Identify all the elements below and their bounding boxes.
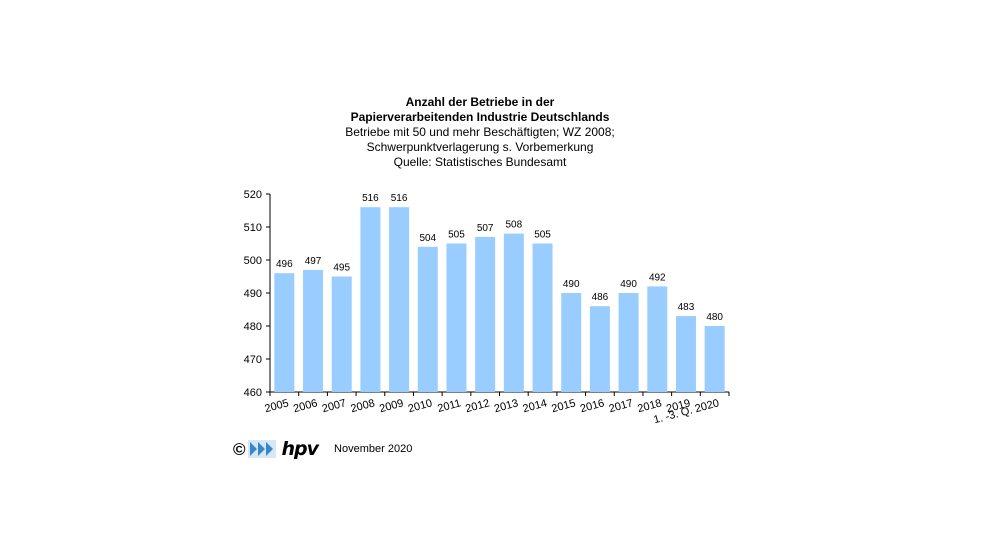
copyright-symbol: © <box>233 439 246 459</box>
bar-value-label: 504 <box>419 233 436 244</box>
bar <box>274 273 295 392</box>
bar-value-label: 516 <box>391 193 408 204</box>
bar <box>675 316 696 392</box>
bar <box>647 286 668 392</box>
hpv-logo: hpv <box>281 438 320 460</box>
bar <box>475 236 496 392</box>
chart-subtitle-line1: Betriebe mit 50 und mehr Beschäftigten; … <box>345 125 615 139</box>
chart-title-block: Anzahl der Betriebe in der Papierverarbe… <box>300 95 660 170</box>
y-tick-label: 500 <box>244 255 262 267</box>
bar <box>561 293 582 392</box>
y-tick-label: 510 <box>244 222 262 234</box>
bar-value-label: 483 <box>678 302 695 313</box>
bar <box>532 243 553 392</box>
chart-title-line2: Papierverarbeitenden Industrie Deutschla… <box>350 110 610 124</box>
y-tick-label: 520 <box>244 189 262 201</box>
bar-value-label: 505 <box>534 230 551 241</box>
x-tick-label: 2013 <box>493 397 520 415</box>
bar <box>589 306 610 392</box>
y-tick-label: 490 <box>244 288 262 300</box>
bar <box>618 293 639 392</box>
bar-value-label: 516 <box>362 193 379 204</box>
x-tick-label: 2005 <box>263 397 290 415</box>
bar-value-label: 505 <box>448 230 465 241</box>
bar-value-label: 490 <box>620 279 637 290</box>
bar-value-label: 507 <box>477 223 494 234</box>
x-tick-label: 2006 <box>292 397 319 415</box>
x-tick-label: 2015 <box>550 397 577 415</box>
bar-value-label: 495 <box>333 263 350 274</box>
footer: © hpv November 2020 <box>233 438 412 460</box>
x-tick-label: 2008 <box>349 397 376 415</box>
bar <box>417 246 438 392</box>
chart-title-line1: Anzahl der Betriebe in der <box>405 95 555 109</box>
x-tick-label: 2009 <box>378 397 405 415</box>
bar <box>389 207 410 392</box>
bar-value-label: 490 <box>563 279 580 290</box>
x-tick-label: 2017 <box>608 397 635 415</box>
bar-value-label: 497 <box>305 256 322 267</box>
bar <box>360 207 381 392</box>
bar <box>503 233 524 392</box>
x-tick-label: 2014 <box>522 397 549 415</box>
bar <box>446 243 467 392</box>
x-tick-label: 2016 <box>579 397 606 415</box>
x-tick-label: 2011 <box>436 397 462 415</box>
x-tick-label: 2010 <box>407 397 434 415</box>
bar <box>303 269 324 392</box>
bar-value-label: 486 <box>592 292 609 303</box>
bar-value-label: 480 <box>706 312 723 323</box>
chart-subtitle-line2: Schwerpunktverlagerung s. Vorbemerkung <box>366 140 594 154</box>
x-tick-label: 2012 <box>464 397 491 415</box>
bar <box>331 276 352 392</box>
footer-date: November 2020 <box>334 443 413 455</box>
chart-source: Quelle: Statistisches Bundesamt <box>393 155 567 169</box>
chevron-logo-icon <box>247 440 276 458</box>
x-tick-label: 2007 <box>321 397 348 415</box>
y-tick-label: 460 <box>244 387 262 399</box>
bar-value-label: 496 <box>276 259 293 270</box>
bar <box>704 326 725 392</box>
bar-value-label: 492 <box>649 272 666 283</box>
y-tick-label: 470 <box>244 354 262 366</box>
bar-value-label: 508 <box>506 220 523 231</box>
y-tick-label: 480 <box>244 321 262 333</box>
